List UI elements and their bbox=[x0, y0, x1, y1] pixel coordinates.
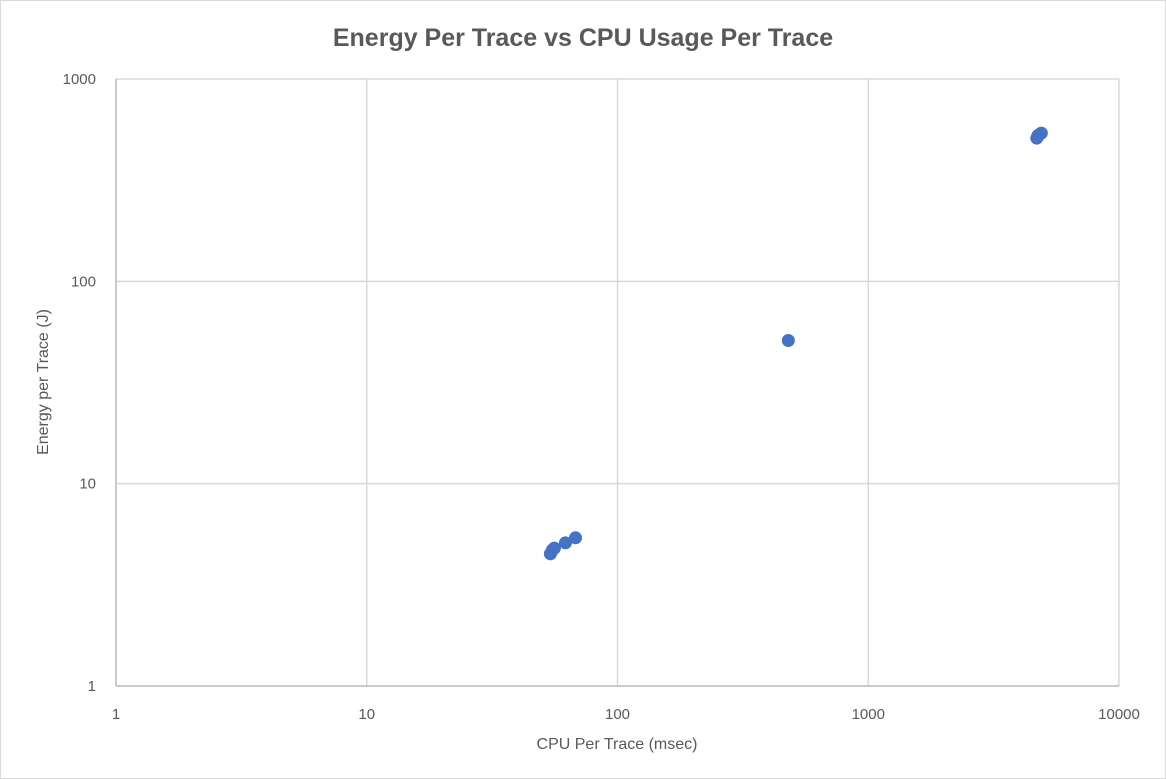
y-tick-label: 100 bbox=[71, 273, 96, 290]
x-tick-label: 10000 bbox=[1098, 706, 1140, 723]
data-point bbox=[547, 541, 561, 555]
y-tick-label: 1 bbox=[88, 678, 96, 695]
plot-border bbox=[115, 79, 1119, 687]
data-point bbox=[569, 531, 583, 545]
x-tick-label: 1 bbox=[112, 706, 120, 723]
y-axis-label: Energy per Trace (J) bbox=[35, 309, 52, 455]
chart-title: Energy Per Trace vs CPU Usage Per Trace bbox=[333, 24, 833, 52]
x-tick-label: 100 bbox=[605, 706, 630, 723]
data-point bbox=[1034, 126, 1048, 140]
x-tick-label: 1000 bbox=[852, 706, 885, 723]
y-tick-label: 10 bbox=[79, 476, 96, 493]
data-point bbox=[558, 536, 572, 550]
y-axis-tick-labels: 1 10 100 1000 bbox=[63, 71, 96, 695]
data-points bbox=[543, 126, 1048, 561]
y-tick-label: 1000 bbox=[63, 71, 96, 88]
x-tick-label: 10 bbox=[358, 706, 375, 723]
x-axis-tick-labels: 1 10 100 1000 10000 bbox=[112, 706, 1140, 723]
gridlines bbox=[115, 78, 1120, 687]
x-axis-label: CPU Per Trace (msec) bbox=[537, 736, 698, 753]
data-point bbox=[781, 334, 795, 348]
